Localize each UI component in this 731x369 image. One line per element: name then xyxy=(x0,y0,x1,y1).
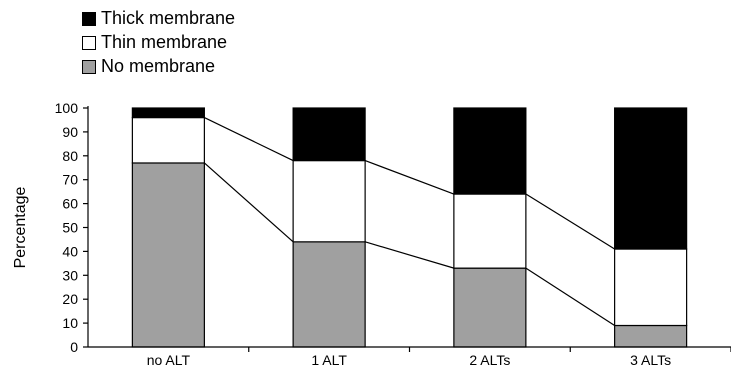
bar-3-alts-no-membrane xyxy=(614,324,688,348)
y-tick-label-90: 90 xyxy=(62,124,78,140)
y-tick-label-20: 20 xyxy=(62,291,78,307)
y-tick-label-50: 50 xyxy=(62,220,78,236)
bar-1-alt-thick-membrane xyxy=(292,107,366,162)
connector-line-thin-membrane-1 xyxy=(204,117,294,162)
y-tick-label-80: 80 xyxy=(62,148,78,164)
y-tick-label-60: 60 xyxy=(62,196,78,212)
x-tick-label-no-alt: no ALT xyxy=(147,352,191,368)
axes: 0 10 20 30 40 50 60 70 80 90 100 no ALT 1 ALT 2 ALTs 3… xyxy=(55,100,731,368)
x-tick-label-1-alt: 1 ALT xyxy=(311,352,347,368)
y-tick-label-70: 70 xyxy=(62,172,78,188)
x-tick-label-3-alts: 3 ALTs xyxy=(630,352,671,368)
y-tick-label-30: 30 xyxy=(62,267,78,283)
connector-line-thin-membrane-3 xyxy=(525,193,615,250)
bar-2-alts-thin-membrane xyxy=(453,193,527,269)
x-tick-label-2-alts: 2 ALTs xyxy=(469,352,510,368)
connector-line-no-membrane-2 xyxy=(364,241,455,269)
y-tick-label-10: 10 xyxy=(62,315,78,331)
legend-swatch-thick-membrane xyxy=(82,12,96,26)
connector-line-no-membrane-3 xyxy=(525,267,615,326)
bar-2-alts-no-membrane xyxy=(453,267,527,348)
bar-no-alt-thick-membrane xyxy=(131,107,205,119)
bar-1-alt-thin-membrane xyxy=(292,159,366,243)
legend-label-thick-membrane: Thick membrane xyxy=(101,8,236,28)
bar-2-alts-thick-membrane xyxy=(453,107,527,195)
y-tick-label-100: 100 xyxy=(55,100,79,116)
y-tick-label-40: 40 xyxy=(62,243,78,259)
connector-line-no-membrane-1 xyxy=(203,162,294,243)
legend-label-thin-membrane: Thin membrane xyxy=(101,32,228,52)
legend-label-no-membrane: No membrane xyxy=(101,56,216,76)
bar-3-alts-thick-membrane xyxy=(614,107,688,250)
legend-swatch-no-membrane xyxy=(82,60,96,74)
bar-no-alt-thin-membrane xyxy=(131,116,205,164)
y-tick-label-0: 0 xyxy=(70,339,78,355)
bar-no-alt-no-membrane xyxy=(131,162,205,348)
legend-swatch-thin-membrane xyxy=(82,36,96,50)
bars xyxy=(131,107,688,348)
bar-1-alt-no-membrane xyxy=(292,241,366,348)
connector-line-thin-membrane-2 xyxy=(364,160,455,195)
connector-lines xyxy=(203,117,615,326)
y-axis-title: Percentage xyxy=(12,186,29,268)
bar-3-alts-thin-membrane xyxy=(614,248,688,327)
